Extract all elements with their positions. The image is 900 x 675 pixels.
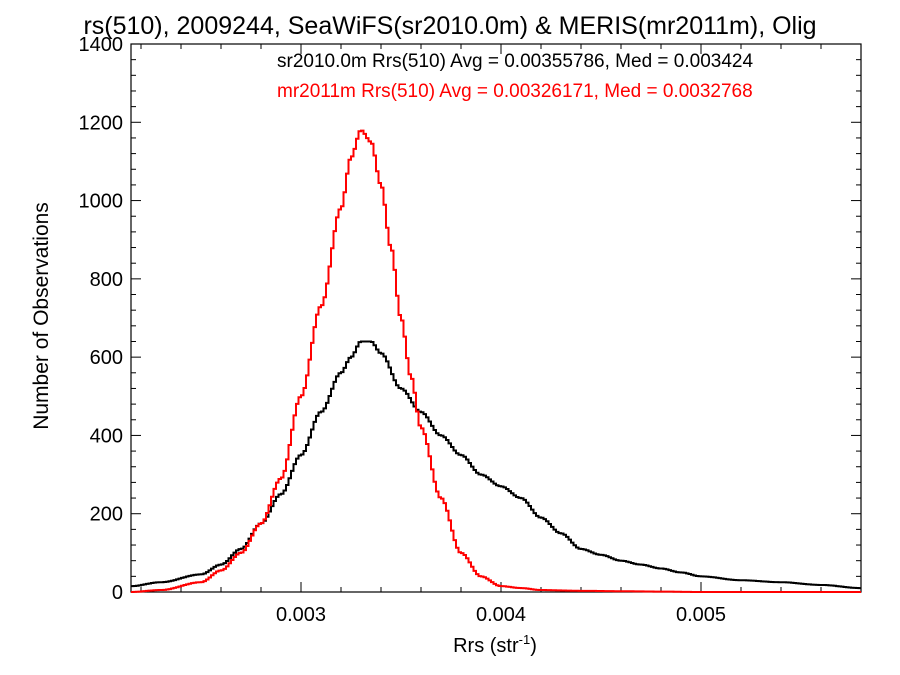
y-tick-label: 400 [90,425,123,447]
x-axis-label: Rrs (str-1) [453,632,537,657]
legend-entry-red: mr2011m Rrs(510) Avg = 0.00326171, Med =… [277,81,753,102]
y-tick-label: 600 [90,347,123,369]
series-line-red [131,129,861,593]
x-tick-label: 0.004 [476,604,526,626]
series-group [131,129,861,593]
x-axis-label-end: ) [530,635,537,657]
legend-entry-black: sr2010.0m Rrs(510) Avg = 0.00355786, Med… [277,51,753,72]
x-tick-label: 0.005 [676,604,726,626]
y-tick-label: 0 [112,582,123,604]
y-tick-label: 1000 [79,191,124,213]
axis-ticks [131,43,862,593]
y-tick-label: 1200 [79,112,124,134]
x-tick-label: 0.003 [276,604,326,626]
y-tick-label: 1400 [79,34,124,56]
chart-title: rs(510), 2009244, SeaWiFS(sr2010.0m) & M… [83,12,816,40]
tick-labels: 0.003 0.004 0.005 0 200 400 600 800 1000 1200 1400 [79,34,727,626]
y-tick-label: 200 [90,504,123,526]
y-axis-label: Number of Observations [30,202,53,430]
x-axis-label-main: Rrs (str [453,635,519,657]
series-line-black [131,340,861,590]
plot-frame [130,43,862,593]
x-axis-label-superscript: -1 [519,632,531,647]
y-tick-label: 800 [90,269,123,291]
